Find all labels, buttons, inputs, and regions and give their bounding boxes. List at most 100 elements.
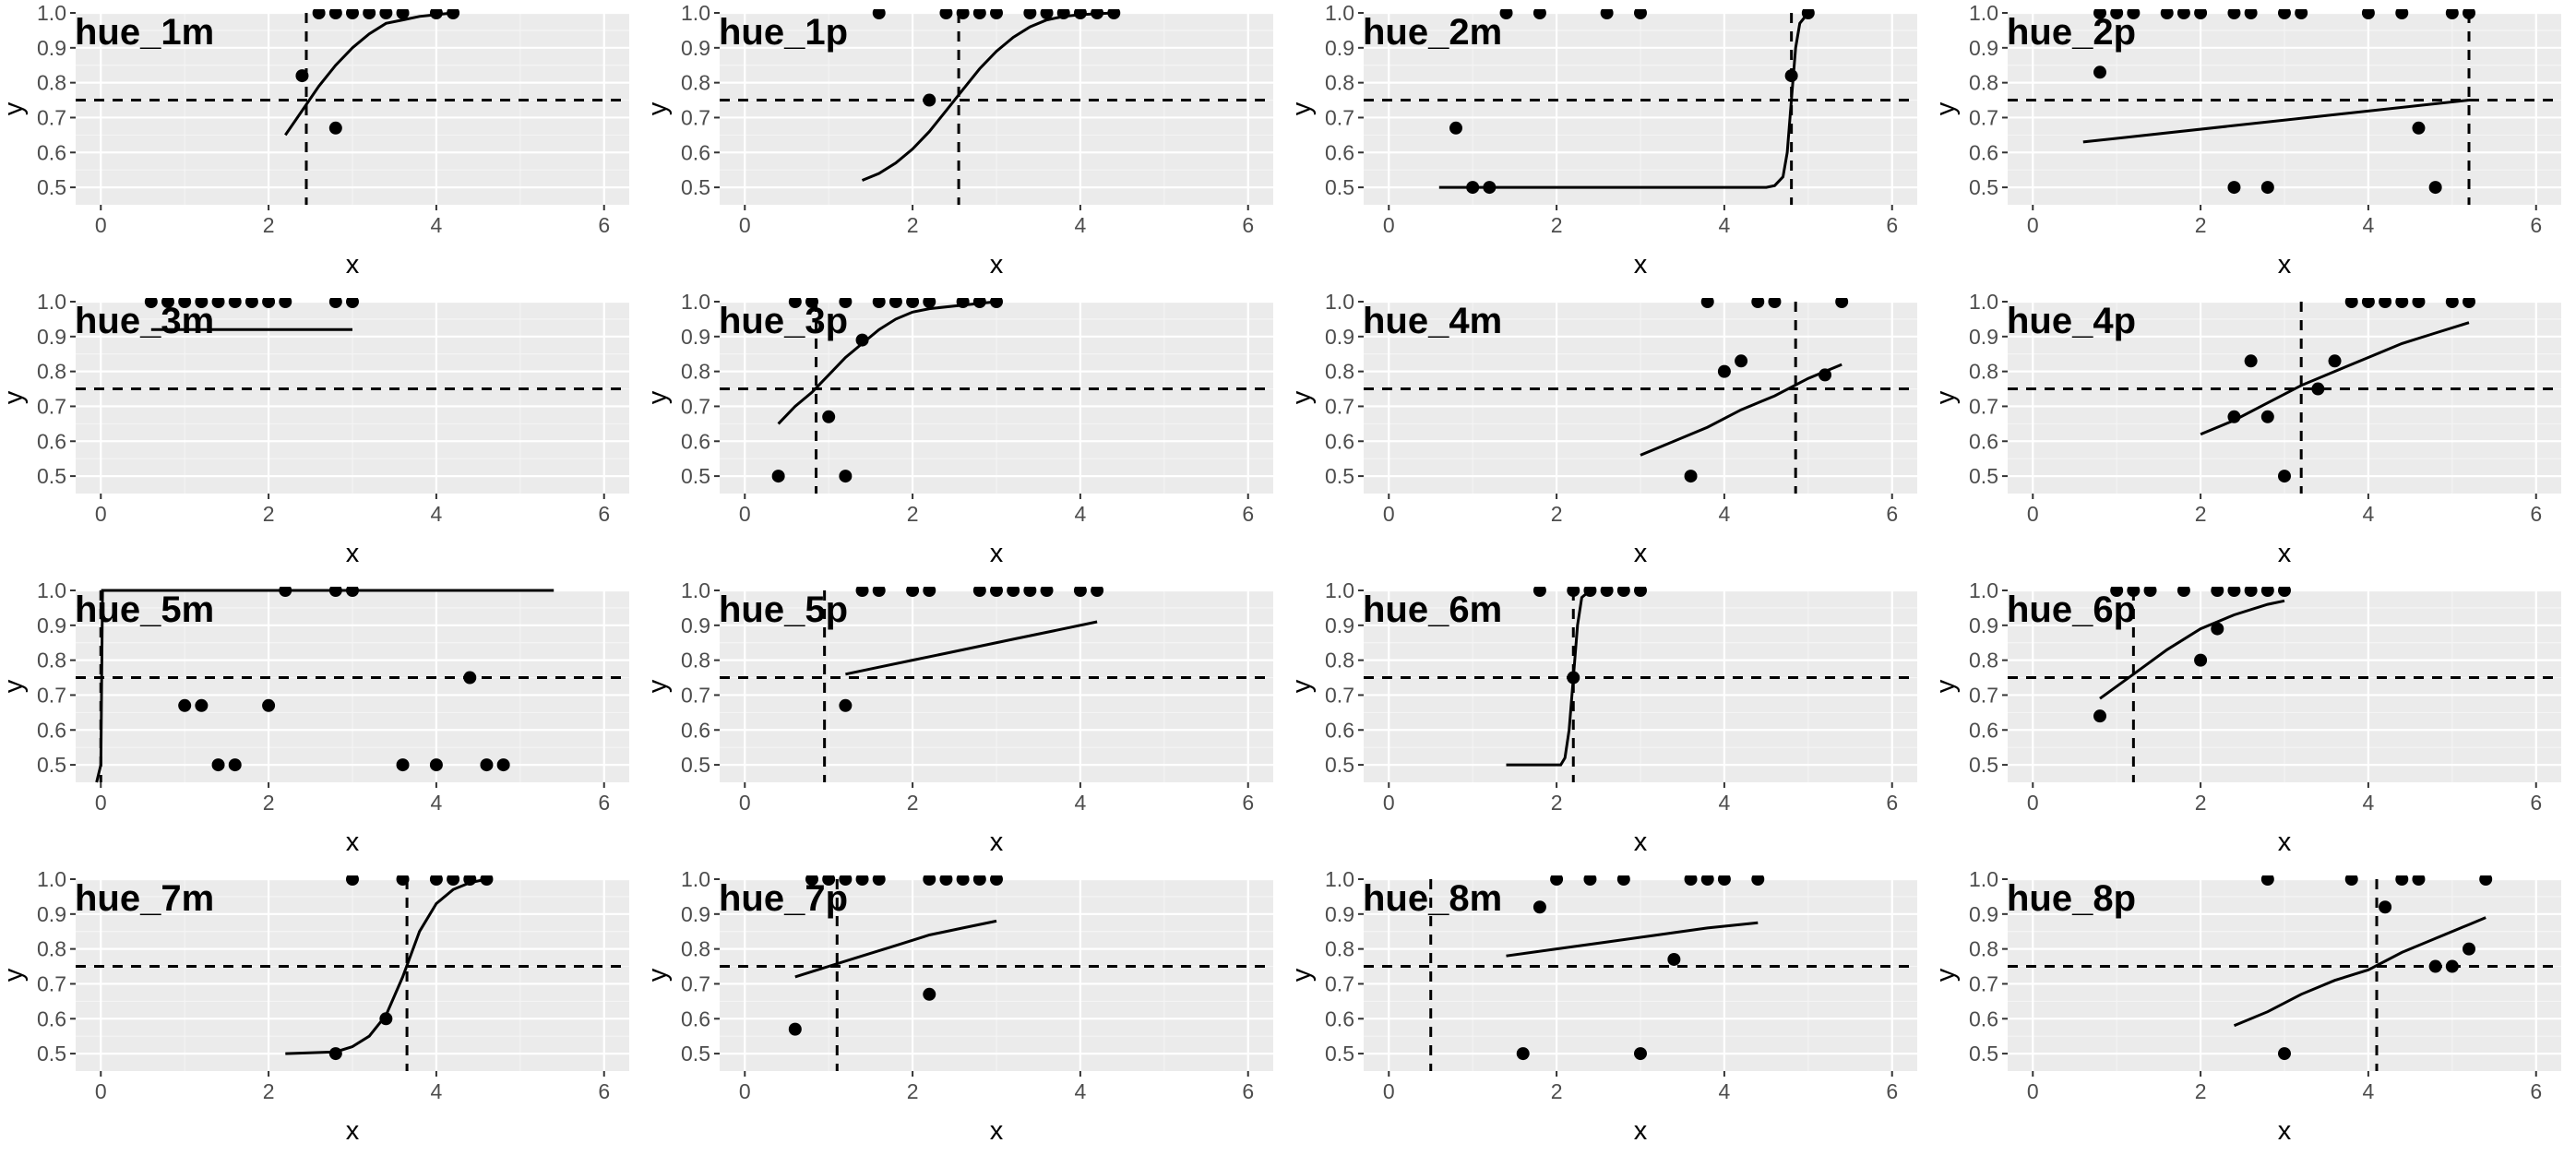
x-axis-title: x	[346, 250, 360, 280]
y-tick-label: 0.7	[681, 971, 710, 995]
data-point	[1532, 587, 1546, 597]
panel-title: hue_4p	[2007, 301, 2136, 341]
data-point	[2227, 410, 2241, 423]
y-tick-label: 1.0	[1969, 867, 1998, 891]
data-point	[1550, 875, 1564, 886]
plot-area	[76, 298, 629, 391]
plot-area	[1364, 875, 1917, 1071]
fitted-curve	[1506, 589, 1592, 767]
y-tick-label: 0.6	[681, 718, 710, 742]
data-point	[328, 587, 342, 597]
x-tick-label: 6	[1242, 791, 1254, 815]
y-tick-label: 0.7	[681, 683, 710, 707]
x-axis-title: x	[2278, 539, 2292, 568]
data-point	[2227, 9, 2241, 19]
data-point	[2244, 9, 2258, 19]
data-point	[972, 875, 986, 886]
data-point	[1091, 9, 1104, 19]
y-tick-label: 0.8	[1969, 71, 1998, 95]
data-point	[161, 298, 174, 308]
y-tick-label: 0.8	[1325, 937, 1354, 961]
data-point	[839, 470, 853, 483]
y-tick-label: 0.5	[1969, 753, 1998, 777]
data-point	[363, 9, 376, 19]
panel-title: hue_8p	[2007, 878, 2136, 919]
data-point	[2328, 354, 2342, 368]
fitted-curve	[794, 919, 997, 979]
data-point	[1717, 364, 1731, 378]
data-point	[990, 587, 1003, 597]
y-axis-title: y	[0, 390, 29, 404]
y-tick-label: 0.7	[1969, 971, 1998, 995]
panel-title: hue_3m	[75, 301, 214, 341]
data-point	[195, 698, 209, 712]
x-tick-label: 6	[2530, 791, 2542, 815]
data-point	[2211, 587, 2224, 597]
data-point	[2227, 587, 2241, 597]
data-point	[2463, 942, 2475, 956]
data-point	[2412, 298, 2426, 308]
y-tick-label: 0.6	[1969, 1006, 1998, 1030]
fitted-curve	[284, 11, 454, 137]
data-point	[839, 875, 853, 886]
facet-panel-hue_7p: 0 2 4 6 0.5 0.6 0.7 0.8 0.9 1.0 hue_7px y	[643, 867, 1273, 1146]
data-point	[906, 587, 920, 597]
data-point	[788, 298, 802, 308]
data-point	[379, 9, 393, 19]
x-tick-label: 2	[1551, 502, 1563, 526]
data-point	[1040, 587, 1054, 597]
plot-area	[76, 587, 629, 783]
plot-area	[720, 587, 1273, 782]
fitted-curve	[2200, 321, 2470, 436]
data-point	[396, 9, 410, 19]
plot-area	[2008, 587, 2561, 782]
data-point	[195, 298, 209, 308]
data-point	[2176, 587, 2190, 597]
data-point	[923, 298, 936, 308]
x-axis-title: x	[1634, 539, 1648, 568]
plot-area	[720, 9, 1273, 205]
data-point	[1634, 9, 1647, 19]
panel-title: hue_3p	[719, 301, 848, 341]
x-axis-title: x	[2278, 828, 2292, 857]
y-tick-label: 0.8	[37, 71, 66, 95]
data-point	[1700, 298, 1714, 308]
data-point	[855, 875, 869, 886]
data-point	[379, 1012, 393, 1026]
y-tick-label: 0.7	[681, 394, 710, 418]
plot-area	[2008, 875, 2561, 1071]
data-point	[1073, 587, 1087, 597]
facet-panel-hue_1p: 0 2 4 6 0.5 0.6 0.7 0.8 0.9 1.0 hue_1px y	[643, 1, 1273, 280]
y-tick-label: 0.8	[681, 360, 710, 384]
data-point	[822, 875, 836, 886]
y-tick-label: 0.5	[37, 753, 66, 777]
data-point	[295, 69, 309, 83]
y-tick-label: 0.8	[681, 71, 710, 95]
data-point	[429, 875, 443, 886]
x-tick-label: 0	[95, 1079, 107, 1103]
y-tick-label: 1.0	[681, 578, 710, 602]
y-tick-label: 0.6	[681, 429, 710, 453]
data-point	[2479, 875, 2493, 886]
data-point	[2445, 298, 2459, 308]
y-tick-label: 1.0	[1325, 867, 1354, 891]
y-axis-title: y	[1287, 390, 1317, 404]
y-tick-label: 0.9	[1325, 36, 1354, 60]
y-tick-label: 1.0	[1325, 290, 1354, 314]
data-point	[1567, 671, 1580, 685]
y-axis-title: y	[0, 101, 29, 115]
y-tick-label: 0.9	[681, 902, 710, 926]
data-point	[2093, 65, 2106, 79]
data-point	[396, 875, 410, 886]
y-tick-label: 0.8	[681, 649, 710, 673]
data-point	[2428, 959, 2442, 973]
y-tick-label: 0.9	[681, 325, 710, 349]
fitted-curve	[2233, 916, 2487, 1028]
x-tick-label: 2	[263, 502, 275, 526]
y-tick-label: 0.8	[37, 649, 66, 673]
y-tick-label: 0.7	[1969, 105, 1998, 129]
y-tick-label: 1.0	[681, 867, 710, 891]
data-point	[1091, 587, 1104, 597]
data-point	[346, 298, 359, 308]
y-tick-label: 0.5	[37, 175, 66, 199]
